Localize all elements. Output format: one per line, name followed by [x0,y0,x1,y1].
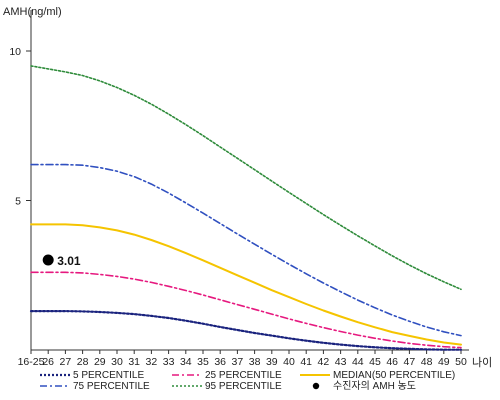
x-tick-label: 43 [335,356,347,368]
legend-label-p25: 25 PERCENTILE [205,370,282,381]
x-tick-label: 34 [180,356,192,368]
x-tick-label: 28 [77,356,89,368]
patient-amh-value: 3.01 [57,254,81,268]
x-tick-label: 42 [318,356,330,368]
legend-label-p95: 95 PERCENTILE [205,381,282,392]
series-layer [29,65,463,351]
legend: 5 PERCENTILE 25 PERCENTILE MEDIAN(50 PERCE… [40,370,455,392]
y-tick-label: 5 [15,196,21,208]
legend-swatch-point [312,382,320,390]
y-tick-label: 10 [9,46,21,58]
x-tick-label: 44 [352,356,364,368]
x-tick-label: 47 [404,356,416,368]
x-tick-label: 33 [163,356,175,368]
x-tick-label: 36 [214,356,226,368]
series-line-p75 [30,163,462,337]
x-tick-label: 48 [421,356,433,368]
series-line-median [30,223,462,346]
x-tick-label: 50 [455,356,467,368]
x-tick-label: 35 [197,356,209,368]
x-tick-label: 40 [283,356,295,368]
y-axis-title: AMH(ng/ml) [3,6,62,18]
legend-label-p50: MEDIAN(50 PERCENTILE) [333,370,455,381]
x-tick-label: 30 [111,356,123,368]
x-tick-label: 16-25 [18,356,45,368]
x-tick-label: 38 [249,356,261,368]
x-tick-label: 31 [128,356,140,368]
x-tick-label: 49 [438,356,450,368]
legend-label-point: 수진자의 AMH 농도 [333,380,416,392]
series-line-p25 [30,271,462,349]
series-line-p95 [30,65,462,291]
x-tick-label: 27 [60,356,72,368]
x-tick-label: 39 [266,356,278,368]
legend-label-p5: 5 PERCENTILE [73,370,144,381]
x-tick-label: 29 [94,356,106,368]
x-tick-label: 26 [42,356,54,368]
patient-amh-point [42,254,54,266]
x-tick-label: 45 [369,356,381,368]
x-tick-label: 46 [386,356,398,368]
legend-label-p75: 75 PERCENTILE [73,381,150,392]
series-line-p5 [29,310,463,351]
x-tick-label: 32 [146,356,158,368]
point-layer: 3.01 [42,254,81,268]
x-axis-title: 나이 [472,356,492,369]
x-tick-label: 41 [300,356,312,368]
x-tick-label: 37 [232,356,244,368]
